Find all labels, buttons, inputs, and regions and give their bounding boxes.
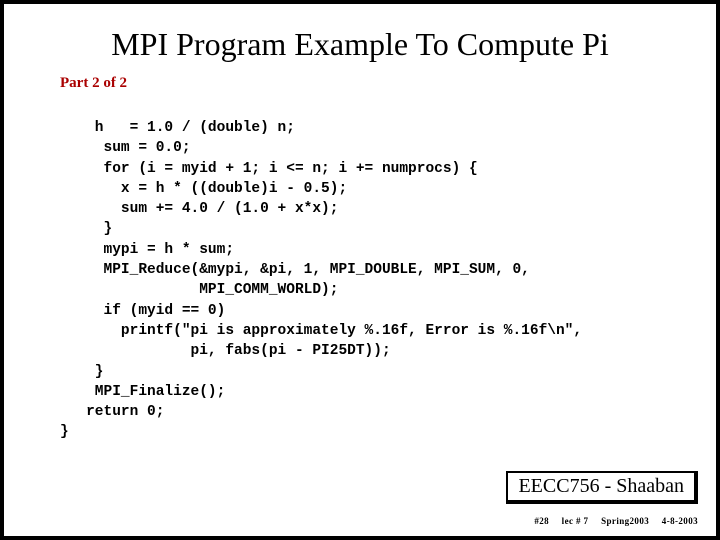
code-block: h = 1.0 / (double) n; sum = 0.0; for (i … (60, 118, 688, 443)
date-label: 4-8-2003 (662, 516, 698, 526)
footer-box: EECC756 - Shaaban (506, 471, 698, 504)
subfooter: #28 lec # 7 Spring2003 4-8-2003 (524, 516, 698, 526)
slide-title: MPI Program Example To Compute Pi (32, 26, 688, 63)
lecture-number: lec # 7 (562, 516, 589, 526)
slide-number: #28 (534, 516, 549, 526)
slide-frame: MPI Program Example To Compute Pi Part 2… (0, 0, 720, 540)
slide-subtitle: Part 2 of 2 (60, 75, 688, 92)
term-label: Spring2003 (601, 516, 649, 526)
